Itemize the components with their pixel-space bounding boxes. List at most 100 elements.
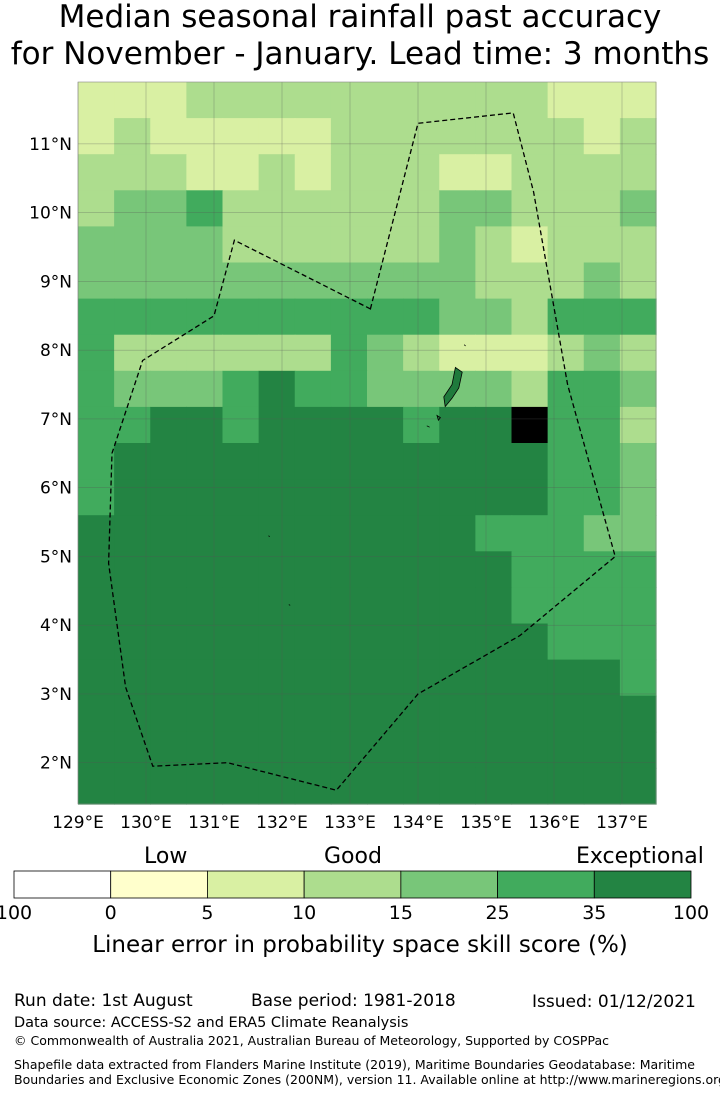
- island-outline: [463, 344, 466, 347]
- shapefile-credit-1: Shapefile data extracted from Flanders M…: [14, 1057, 695, 1072]
- grid-cell: [222, 334, 260, 372]
- lat-label: 10°N: [29, 204, 72, 224]
- grid-cell: [403, 226, 440, 264]
- grid-cell: [150, 695, 187, 733]
- island-outline: [426, 425, 430, 428]
- grid-cell: [583, 659, 621, 697]
- grid-cell: [294, 767, 332, 805]
- grid-cell: [150, 551, 187, 588]
- grid-cell: [330, 443, 368, 480]
- grid-cell: [367, 226, 404, 264]
- grid-cell: [619, 226, 657, 264]
- grid-cell: [330, 731, 368, 769]
- grid-cell: [367, 767, 404, 805]
- map-frame: [77, 81, 657, 805]
- grid-cell: [114, 443, 151, 480]
- grid-cell: [583, 82, 621, 119]
- grid-cell: [186, 767, 224, 805]
- grid-cell: [186, 443, 224, 480]
- grid-cell: [186, 551, 224, 588]
- grid-cell: [547, 190, 585, 227]
- lon-label: 137°E: [596, 813, 648, 833]
- grid-cell: [403, 262, 440, 300]
- grid-cell: [114, 515, 151, 552]
- grid-cell: [258, 154, 296, 191]
- grid-cell: [511, 659, 549, 697]
- grid-cell: [186, 190, 224, 227]
- grid-cell: [547, 82, 585, 119]
- lat-label: 5°N: [40, 547, 72, 567]
- grid-cell: [583, 443, 621, 480]
- grid-cell: [619, 406, 657, 444]
- grid-cell: [367, 587, 404, 625]
- grid-cell: [367, 298, 404, 336]
- grid-cell: [511, 406, 549, 444]
- grid-cell: [330, 226, 368, 264]
- grid-cell: [150, 298, 187, 336]
- grid-cell: [330, 659, 368, 697]
- colorbar-tick-label: 5: [201, 902, 214, 924]
- colorbar-segment: [497, 870, 595, 899]
- grid-cell: [186, 515, 224, 552]
- grid-cell: [439, 515, 476, 552]
- grid-cell: [330, 767, 368, 805]
- grid-cell: [403, 334, 440, 372]
- grid-cell: [186, 587, 224, 625]
- colorbar-segment: [400, 870, 498, 899]
- grid-cell: [511, 767, 549, 805]
- grid-cell: [78, 154, 115, 191]
- grid-cell: [403, 695, 440, 733]
- shapefile-credit-2: Boundaries and Exclusive Economic Zones …: [14, 1072, 720, 1087]
- grid-cell: [114, 767, 151, 805]
- grid-cell: [186, 370, 224, 408]
- grid-cell: [475, 370, 513, 408]
- grid-cell: [78, 695, 115, 733]
- grid-cell: [439, 623, 476, 661]
- grid-cell: [583, 190, 621, 227]
- grid-cell: [439, 298, 476, 336]
- grid-cell: [78, 479, 115, 516]
- grid-cell: [150, 334, 187, 372]
- lat-label: 6°N: [40, 479, 72, 499]
- grid-cell: [475, 731, 513, 769]
- grid-cell: [511, 623, 549, 661]
- grid-cell: [150, 659, 187, 697]
- grid-cell: [186, 623, 224, 661]
- grid-cell: [367, 262, 404, 300]
- lat-label: 11°N: [29, 135, 72, 155]
- grid-cell: [511, 551, 549, 588]
- grid-cell: [114, 587, 151, 625]
- lon-label: 133°E: [324, 813, 376, 833]
- grid-cell: [367, 190, 404, 227]
- grid-cell: [114, 226, 151, 264]
- grid-cell: [186, 334, 224, 372]
- grid-cell: [114, 479, 151, 516]
- grid-cell: [619, 334, 657, 372]
- grid-cell: [583, 226, 621, 264]
- grid-cell: [78, 731, 115, 769]
- colorbar-label-good: Good: [324, 844, 382, 869]
- lat-label: 3°N: [40, 685, 72, 705]
- eez-boundary: [107, 112, 616, 791]
- grid-cell: [547, 443, 585, 480]
- island-outline: [268, 535, 270, 537]
- grid-cell: [222, 118, 260, 155]
- grid-cell: [150, 190, 187, 227]
- grid-cell: [403, 82, 440, 119]
- grid-cell: [294, 154, 332, 191]
- grid-cell: [330, 82, 368, 119]
- grid-cell: [78, 226, 115, 264]
- colorbar-segment: [303, 870, 402, 899]
- colorbar-segment: [593, 870, 692, 899]
- grid-cell: [367, 334, 404, 372]
- grid-cell: [439, 154, 476, 191]
- grid-cell: [294, 406, 332, 444]
- grid-cell: [475, 515, 513, 552]
- grid-cell: [511, 443, 549, 480]
- grid-cell: [186, 262, 224, 300]
- grid-cell: [547, 118, 585, 155]
- grid-cell: [186, 118, 224, 155]
- skill-map: 129°E 130°E 131°E 132°E 133°E 134°E 135°E 136°E…: [29, 81, 657, 833]
- grid-cell: [78, 443, 115, 480]
- graticule: [77, 82, 656, 804]
